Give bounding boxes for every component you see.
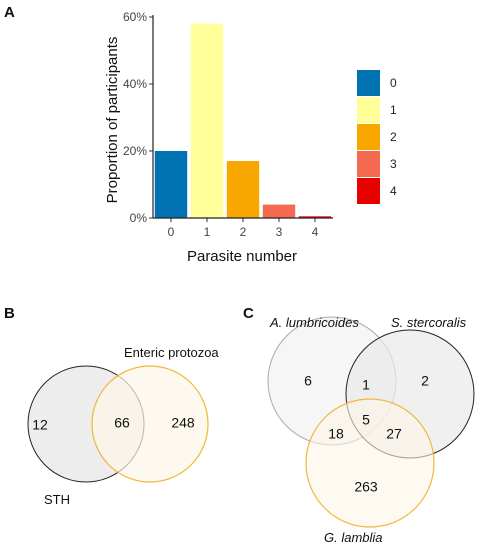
venn-region-a-g: 18 xyxy=(328,426,344,442)
legend-label-4: 4 xyxy=(390,184,397,198)
legend-label-1: 1 xyxy=(390,103,397,117)
y-tick-labels: 0% 20% 40% 60% xyxy=(123,10,147,225)
y-tick-label: 60% xyxy=(123,10,147,24)
bar-4 xyxy=(298,216,332,218)
y-tick-label: 20% xyxy=(123,144,147,158)
legend-label-0: 0 xyxy=(390,76,397,90)
x-tick-label: 0 xyxy=(168,225,175,239)
bar-3 xyxy=(262,204,296,218)
x-tick-labels: 0 1 2 3 4 xyxy=(168,225,319,239)
venn-set-label-g-lamblia: G. lamblia xyxy=(324,530,383,545)
panel-label-b: B xyxy=(4,305,15,322)
venn-set-label-sth: STH xyxy=(44,492,70,507)
legend-label-2: 2 xyxy=(390,130,397,144)
venn-set-label-s-stercoralis: S. stercoralis xyxy=(391,315,467,330)
y-tick-label: 0% xyxy=(130,211,148,225)
panel-label-c: C xyxy=(243,305,254,322)
venn-region-sth-protozoa: 66 xyxy=(114,415,130,431)
venn-region-s-only: 2 xyxy=(421,373,429,389)
venn-set-label-enteric-protozoa: Enteric protozoa xyxy=(124,345,219,360)
bar-0 xyxy=(154,151,188,218)
venn-set-label-a-lumbricoides: A. lumbricoides xyxy=(269,315,359,330)
y-tick-label: 40% xyxy=(123,77,147,91)
legend-swatch-3 xyxy=(357,151,380,177)
venn-region-a-s: 1 xyxy=(362,377,370,393)
panel-label-a: A xyxy=(4,4,15,21)
venn-region-a-s-g: 5 xyxy=(362,412,370,428)
x-tick-label: 2 xyxy=(240,225,247,239)
x-axis-title: Parasite number xyxy=(187,248,297,265)
venn-circle-enteric-protozoa xyxy=(91,365,209,483)
venn-region-sth-only: 12 xyxy=(32,417,48,433)
x-tick-label: 1 xyxy=(204,225,211,239)
bars xyxy=(154,23,332,219)
venn-circle-g-lamblia xyxy=(305,398,435,528)
venn-region-a-only: 6 xyxy=(304,373,312,389)
venn-region-s-g: 27 xyxy=(386,426,402,442)
venn-region-g-only: 263 xyxy=(354,479,378,495)
legend-swatch-2 xyxy=(357,124,380,150)
legend-label-3: 3 xyxy=(390,157,397,171)
y-axis-title: Proportion of participants xyxy=(104,37,121,204)
legend-swatch-1 xyxy=(357,97,380,123)
legend-swatch-4 xyxy=(357,178,380,204)
axes xyxy=(149,15,333,222)
legend: 0 1 2 3 4 xyxy=(357,70,397,204)
x-tick-label: 3 xyxy=(276,225,283,239)
bar-2 xyxy=(226,161,260,218)
bar-1 xyxy=(190,23,224,219)
x-tick-label: 4 xyxy=(312,225,319,239)
venn-region-protozoa-only: 248 xyxy=(171,415,195,431)
legend-swatch-0 xyxy=(357,70,380,96)
